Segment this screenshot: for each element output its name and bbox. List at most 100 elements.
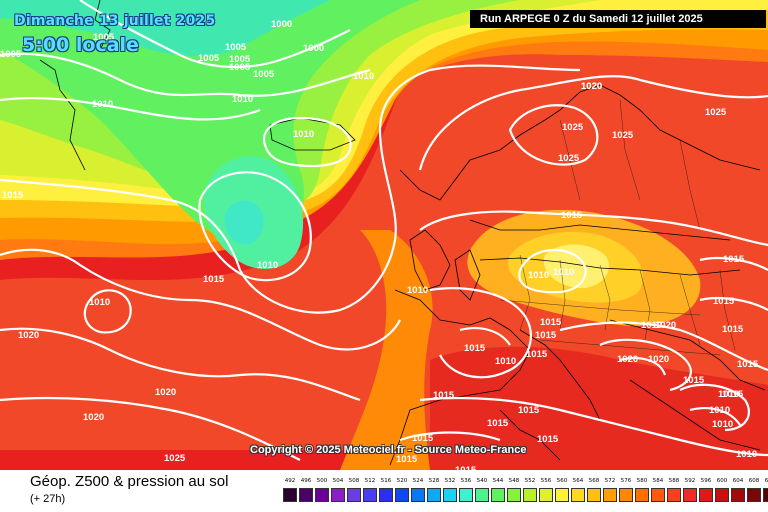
color-scale: 492 496 500 504 508 512 516 520 524 528 532 536 540 5… (282, 478, 768, 508)
scale-step-label: 580 (636, 478, 648, 484)
scale-step-swatch (763, 488, 768, 502)
isobar-label: 1010 (232, 94, 253, 105)
isobar-label: 1025 (558, 153, 580, 164)
scale-step-swatch (491, 488, 505, 502)
isobar-label: 1015 (713, 296, 735, 307)
isobar-label: 1015 (464, 343, 486, 354)
scale-step-label: 596 (700, 478, 712, 484)
isobar-label: 1015 (535, 330, 557, 341)
scale-step: 516 (378, 478, 394, 508)
isobar-label: 1010 (293, 129, 314, 140)
scale-step-swatch (411, 488, 425, 502)
isobar-label: 1005 (225, 42, 247, 53)
scale-step-label: 608 (748, 478, 760, 484)
scale-step-label: 516 (380, 478, 392, 484)
scale-step-label: 524 (412, 478, 424, 484)
scale-step-swatch (699, 488, 713, 502)
scale-step-label: 556 (540, 478, 552, 484)
scale-step-label: 492 (284, 478, 296, 484)
scale-step-label: 564 (572, 478, 584, 484)
scale-step-swatch (667, 488, 681, 502)
scale-step-label: 576 (620, 478, 632, 484)
legend-title: Géop. Z500 & pression au sol (30, 473, 229, 490)
scale-step-swatch (555, 488, 569, 502)
isobar-label: 1020 (18, 330, 39, 341)
isobar-label: 1010 (641, 320, 662, 331)
isobar-label: 1020 (155, 387, 176, 398)
scale-step: 544 (490, 478, 506, 508)
isobar-label: 1015 (203, 274, 225, 285)
forecast-date: Dimanche 13 juillet 2025 (14, 13, 216, 29)
scale-step: 556 (538, 478, 554, 508)
scale-step-swatch (475, 488, 489, 502)
isobar-label: 1015 (396, 454, 418, 465)
isobar-label: 1025 (164, 453, 186, 464)
scale-step-label: 528 (428, 478, 440, 484)
copyright-notice: Copyright © 2025 Meteociel.fr - Source M… (250, 444, 527, 456)
isobar-label: 1010 (528, 270, 549, 281)
scale-step-label: 540 (476, 478, 488, 484)
geopotential-map: 1005 1000 1005 1005 1000 1005 1005 1005 … (0, 0, 768, 470)
isobar-label: 1015 (2, 190, 24, 201)
isobar-label: 1025 (612, 130, 634, 141)
scale-step-swatch (715, 488, 729, 502)
scale-step: 528 (426, 478, 442, 508)
isobar-label: 1015 (722, 389, 744, 400)
scale-step-label: 544 (492, 478, 504, 484)
scale-step-swatch (443, 488, 457, 502)
scale-step-swatch (523, 488, 537, 502)
scale-step-swatch (347, 488, 361, 502)
isobar-label: 1010 (353, 71, 374, 82)
scale-step: 568 (586, 478, 602, 508)
isobar-label: 1025 (705, 107, 727, 118)
isobar-label: 1000 (303, 43, 324, 54)
scale-step-label: 588 (668, 478, 680, 484)
isobar-label: 1015 (412, 433, 434, 444)
scale-step-swatch (651, 488, 665, 502)
scale-step-swatch (395, 488, 409, 502)
scale-step-label: 568 (588, 478, 600, 484)
isobar-label: 1010 (712, 419, 733, 430)
scale-step: 500 (314, 478, 330, 508)
scale-step-label: 604 (732, 478, 744, 484)
scale-step-label: 504 (332, 478, 344, 484)
scale-step: 536 (458, 478, 474, 508)
scale-step: 552 (522, 478, 538, 508)
scale-step-swatch (379, 488, 393, 502)
scale-step-label: 548 (508, 478, 520, 484)
isobar-label: 1010 (495, 356, 516, 367)
scale-step-label: 584 (652, 478, 664, 484)
scale-step: 524 (410, 478, 426, 508)
isobars (0, 0, 768, 461)
scale-step-swatch (635, 488, 649, 502)
scale-step-label: 496 (300, 478, 312, 484)
isobar-label: 1015 (537, 434, 559, 445)
scale-step: 600 (714, 478, 730, 508)
isobar-label: 1010 (718, 389, 739, 400)
scale-step-swatch (315, 488, 329, 502)
scale-step-label: 572 (604, 478, 616, 484)
geopotential-fill (0, 0, 768, 470)
scale-step: 564 (570, 478, 586, 508)
scale-step-swatch (571, 488, 585, 502)
isobar-label: 1010 (553, 267, 574, 278)
isobar-label: 1010 (257, 260, 278, 271)
scale-step-swatch (587, 488, 601, 502)
scale-step: 548 (506, 478, 522, 508)
model-run-banner: Run ARPEGE 0 Z du Samedi 12 juillet 2025 (470, 10, 766, 28)
isobar-label: 1005 (93, 32, 115, 43)
scale-step: 584 (650, 478, 666, 508)
isobar-label: 1010 (407, 285, 428, 296)
isobar-label: 1020 (581, 81, 602, 92)
scale-step-swatch (283, 488, 297, 502)
scale-step: 604 (730, 478, 746, 508)
isobar-label: 1010 (92, 99, 113, 110)
scale-step-label: 600 (716, 478, 728, 484)
scale-step: 580 (634, 478, 650, 508)
scale-step: 492 (282, 478, 298, 508)
scale-step: 576 (618, 478, 634, 508)
scale-step: 572 (602, 478, 618, 508)
isobar-label: 1020 (617, 354, 638, 365)
forecast-local-time: 5:00 locale (22, 34, 139, 56)
